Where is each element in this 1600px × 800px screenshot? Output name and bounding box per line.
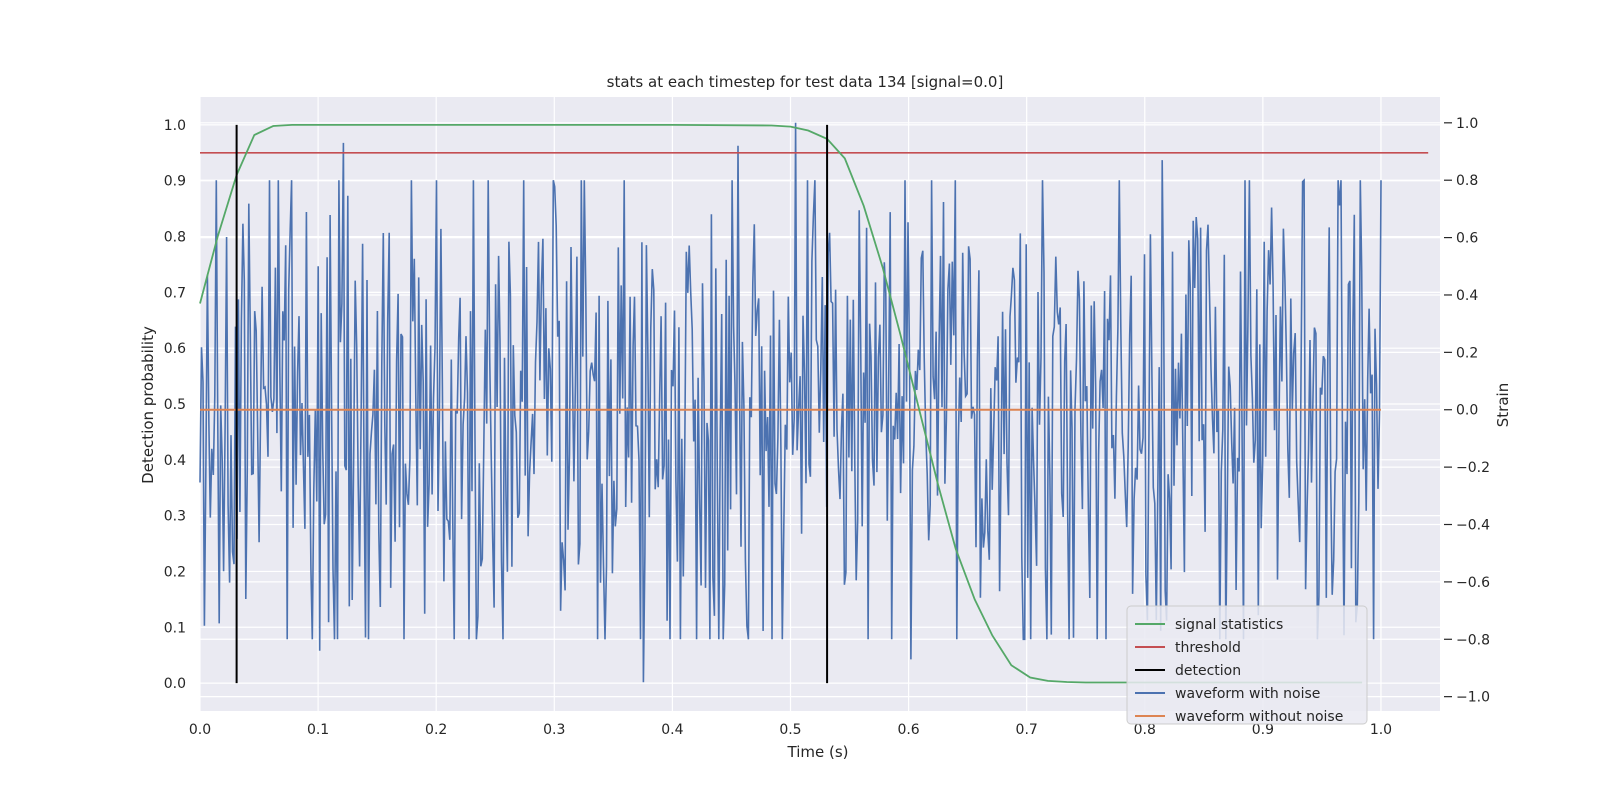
y-right-tick-label: 0.6: [1456, 231, 1478, 247]
y-right-tick-labels: −1.0 −0.8 −0.6 −0.4 −0.2 0.0 0.2 0.4 0.6 0.8 1.0: [1444, 116, 1490, 706]
legend-box: [1126, 605, 1368, 725]
y-right-tick-label: 0.8: [1456, 173, 1478, 189]
x-tick-labels: 0.0 0.1 0.2 0.3 0.4 0.5 0.6 0.7 0.8 0.9 1.0: [189, 722, 1392, 738]
y-left-tick-label: 0.5: [164, 397, 186, 413]
x-tick-label: 0.8: [1134, 722, 1156, 738]
y-right-tick-label: −0.8: [1456, 632, 1490, 648]
y-left-tick-label: 0.6: [164, 341, 186, 357]
legend: signal statistics threshold detection wavef…: [1126, 605, 1368, 725]
series-layer: [199, 122, 1429, 684]
y-left-tick-label: 0.2: [164, 564, 186, 580]
y-right-tick-label: −0.4: [1456, 518, 1490, 534]
x-tick-label: 0.4: [661, 722, 683, 738]
y-left-tick-labels: 0.0 0.1 0.2 0.3 0.4 0.5 0.6 0.7 0.8 0.9 1.0: [164, 118, 186, 692]
x-tick-label: 0.1: [307, 722, 329, 738]
x-tick-label: 0.9: [1252, 722, 1274, 738]
y-left-tick-label: 0.1: [164, 620, 186, 636]
x-tick-label: 0.3: [543, 722, 565, 738]
legend-label-signal-statistics: signal statistics: [1175, 617, 1283, 633]
y-right-tick-label: −0.6: [1456, 575, 1490, 591]
y-right-tick-label: 0.2: [1456, 345, 1478, 361]
legend-label-waveform-without-noise: waveform without noise: [1175, 709, 1343, 725]
x-tick-label: 1.0: [1370, 722, 1392, 738]
y-right-axis-title: Strain: [1494, 383, 1512, 427]
y-right-tick-label: −0.2: [1456, 460, 1490, 476]
waveform-with-noise-line: [199, 122, 1382, 683]
chart-title: stats at each timestep for test data 134…: [607, 73, 1004, 91]
y-left-tick-label: 0.8: [164, 230, 186, 246]
y-left-tick-label: 0.0: [164, 676, 186, 692]
legend-label-detection: detection: [1175, 663, 1241, 679]
y-left-tick-label: 0.3: [164, 509, 186, 525]
x-tick-label: 0.5: [779, 722, 801, 738]
signal-statistics-line: [199, 124, 1363, 684]
y-right-tick-label: 0.0: [1456, 403, 1478, 419]
y-left-axis-title: Detection probability: [139, 326, 157, 484]
x-tick-label: 0.2: [425, 722, 447, 738]
x-tick-label: 0.6: [897, 722, 919, 738]
legend-label-threshold: threshold: [1175, 640, 1241, 656]
x-axis-title: Time (s): [787, 743, 849, 761]
y-left-tick-label: 1.0: [164, 118, 186, 134]
y-right-tick-label: 1.0: [1456, 116, 1478, 132]
x-tick-label: 0.0: [189, 722, 211, 738]
y-left-tick-label: 0.9: [164, 174, 186, 190]
legend-label-waveform-with-noise: waveform with noise: [1175, 686, 1320, 702]
y-right-tick-label: 0.4: [1456, 288, 1478, 304]
y-left-tick-label: 0.4: [164, 453, 186, 469]
x-tick-label: 0.7: [1016, 722, 1038, 738]
y-right-tick-label: −1.0: [1456, 690, 1490, 706]
y-left-tick-label: 0.7: [164, 285, 186, 301]
